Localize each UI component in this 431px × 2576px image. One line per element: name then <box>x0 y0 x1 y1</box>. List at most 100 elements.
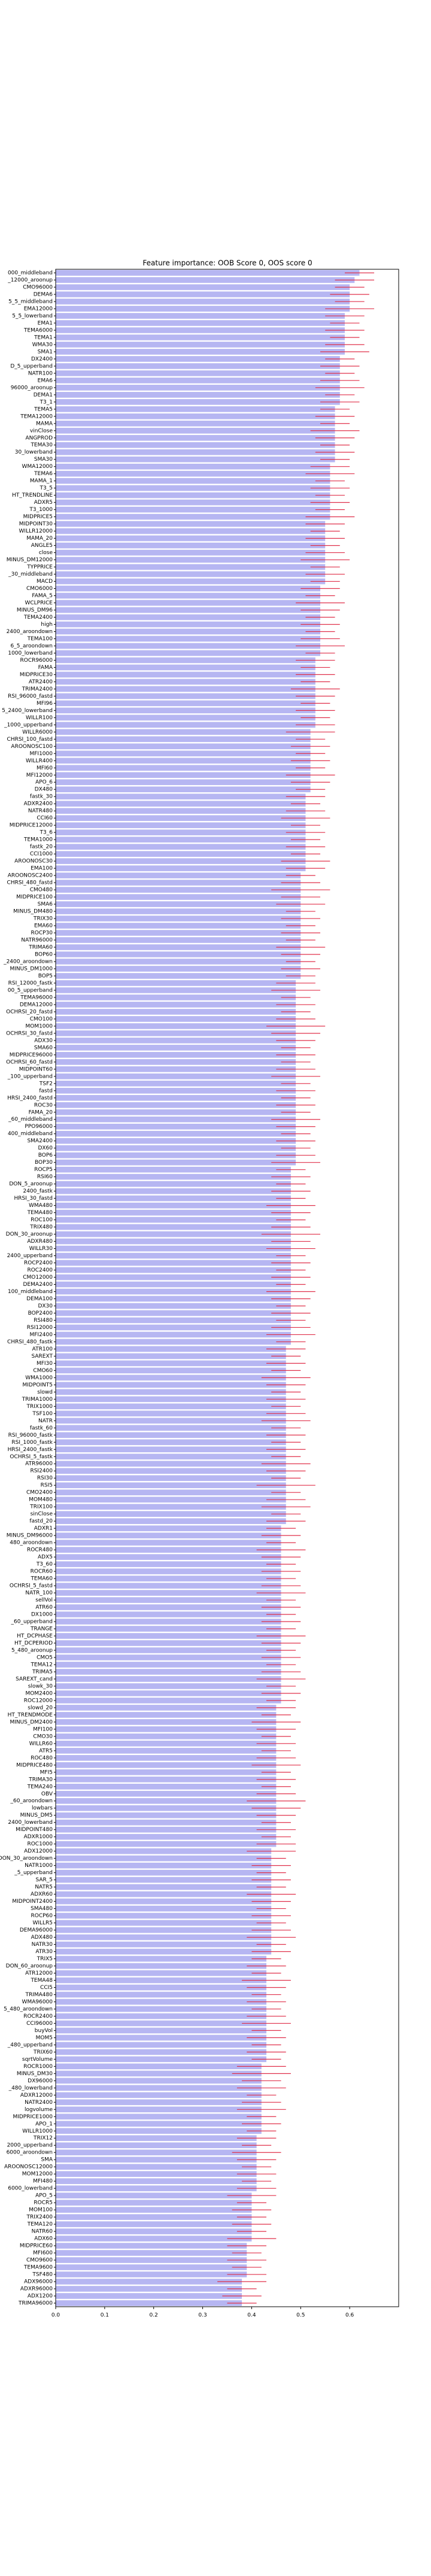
bar <box>56 2157 257 2163</box>
y-tick-label: OCHRSI_60_fastd <box>6 1059 53 1065</box>
y-tick-label: MAMA_1 <box>30 478 53 484</box>
bar <box>56 1109 296 1115</box>
y-tick-label: sqrtVolume <box>22 2057 53 2063</box>
bar <box>56 1353 286 1360</box>
bar <box>56 1912 272 1919</box>
bar <box>56 1640 281 1646</box>
y-tick-label: MIDPRICE96000 <box>10 1052 53 1058</box>
y-tick-label: ATR2400 <box>29 679 53 685</box>
y-tick-label: ROC480 <box>31 1755 53 1761</box>
y-tick-label: TEMA9600 <box>23 2265 53 2271</box>
bar <box>56 679 315 685</box>
bar <box>56 492 330 498</box>
y-tick-label: DON_30_aroonup <box>6 1231 53 1237</box>
y-tick-label: CMO9600 <box>26 2258 53 2264</box>
y-tick-label: TEMA1000 <box>23 837 53 843</box>
bar <box>56 564 326 570</box>
y-tick-label: DEMA6 <box>34 291 53 297</box>
y-tick-label: TEMA96000 <box>20 994 53 1000</box>
bar <box>56 327 345 333</box>
y-tick-label: 2400_upperband <box>7 1253 53 1259</box>
bar <box>56 1497 286 1503</box>
y-tick-label: CHRSI_480_fastk <box>7 1339 53 1345</box>
y-tick-label: SMA1 <box>38 349 53 355</box>
bar <box>56 1597 281 1603</box>
bar <box>56 1568 281 1574</box>
bar <box>56 1166 291 1173</box>
y-tick-label: TSF100 <box>32 1411 53 1417</box>
bar <box>56 392 340 398</box>
y-tick-label: 1000_lowerband <box>8 650 53 656</box>
y-tick-label: TRIX60 <box>33 2049 53 2055</box>
bar <box>56 342 345 348</box>
y-tick-label: TEMA60 <box>30 1576 53 1582</box>
y-tick-label: slowd_20 <box>28 1705 53 1711</box>
bar <box>56 370 340 376</box>
bar <box>56 851 306 857</box>
y-tick-label: FAMA_5 <box>32 593 53 599</box>
bar <box>56 1045 296 1051</box>
bar <box>56 1425 286 1431</box>
y-tick-label: T3_1 <box>40 399 53 405</box>
y-tick-label: ROCP2400 <box>24 1260 53 1266</box>
y-tick-label: OCHRSI_30_fastd <box>6 1030 53 1036</box>
bar <box>56 930 301 936</box>
bar <box>56 1367 286 1374</box>
bar <box>56 1303 291 1309</box>
y-tick-label: TRIMA96000 <box>18 2301 53 2307</box>
bar <box>56 1712 277 1718</box>
bar <box>56 1188 291 1194</box>
y-tick-label: slowk_30 <box>28 1683 53 1689</box>
y-tick-label: fastk_60 <box>30 1425 53 1431</box>
bar <box>56 284 350 290</box>
y-tick-label: OBV <box>41 1791 53 1797</box>
bar <box>56 2221 252 2227</box>
y-tick-label: WMA480 <box>29 1203 53 1209</box>
bar <box>56 1805 277 1811</box>
bar <box>56 1102 296 1108</box>
y-tick-label: SAR_5 <box>35 1877 53 1883</box>
bar <box>56 1073 296 1079</box>
bar <box>56 506 330 513</box>
bar <box>56 1525 281 1531</box>
y-tick-label: ADXR5 <box>34 500 53 506</box>
y-tick-label: RSI12000 <box>27 1325 53 1331</box>
bar <box>56 442 335 448</box>
y-tick-label: WMA1000 <box>25 1375 53 1381</box>
bar <box>56 1647 281 1653</box>
y-tick-label: MIDPRICE30 <box>20 672 53 678</box>
y-tick-label: HT_DCPHASE <box>17 1633 53 1639</box>
bar <box>56 2236 252 2242</box>
y-tick-label: MINUS_DM96 <box>17 607 53 613</box>
y-tick-label: ANGLE5 <box>31 543 53 549</box>
bar <box>56 635 321 642</box>
y-tick-label: APO_1 <box>35 2121 53 2127</box>
bar <box>56 1905 272 1912</box>
y-tick-label: WILLR400 <box>26 758 53 764</box>
bar <box>56 1698 281 1704</box>
y-tick-label: _30_middleband <box>8 571 53 577</box>
y-tick-label: DON_5_aroonup <box>9 1181 53 1187</box>
bar <box>56 1260 291 1266</box>
bar <box>56 1324 291 1331</box>
bar <box>56 650 321 656</box>
y-tick-label: BOP6 <box>38 1152 53 1158</box>
bar <box>56 1941 272 1948</box>
y-tick-label: HRSI_2400_fastk <box>8 1447 53 1453</box>
y-tick-label: MFI60 <box>37 765 53 771</box>
bar <box>56 1833 277 1840</box>
bar <box>56 1676 281 1682</box>
y-tick-label: MAMA <box>36 421 53 427</box>
bar <box>56 2027 266 2034</box>
bar <box>56 1238 291 1245</box>
bar <box>56 299 350 305</box>
y-tick-label: RSI2400 <box>30 1468 53 1474</box>
y-tick-label: TRIMA30 <box>28 1777 53 1783</box>
y-tick-label: RSI_96000_fastk <box>8 1433 53 1438</box>
bar <box>56 2013 266 2020</box>
bar <box>56 901 301 907</box>
y-tick-label: MIDPOINT480 <box>16 1827 53 1833</box>
y-tick-label: MOM5 <box>36 2035 53 2041</box>
y-tick-label: TRIX1000 <box>26 1404 53 1410</box>
y-tick-label: ADX96000 <box>24 2279 53 2285</box>
